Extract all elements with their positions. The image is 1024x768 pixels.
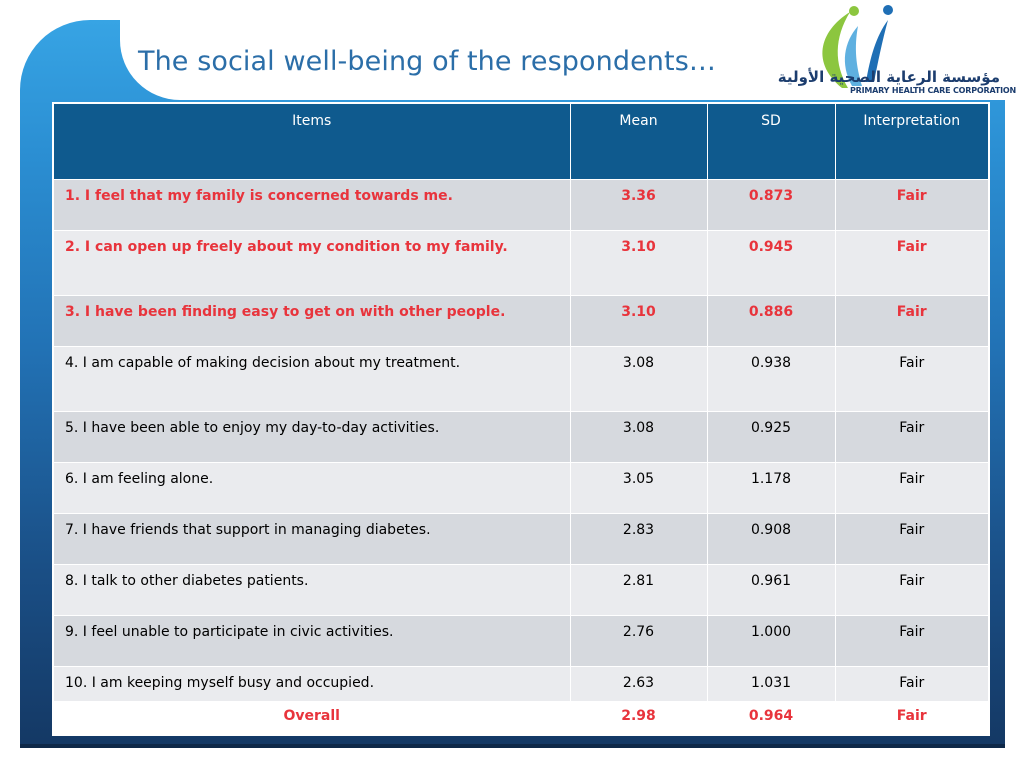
table-row: 6. I am feeling alone. 3.05 1.178 Fair (52, 462, 990, 514)
table-row: 9. I feel unable to participate in civic… (52, 615, 990, 667)
row-sd: 1.000 (706, 615, 836, 667)
row-item: 1. I feel that my family is concerned to… (52, 179, 571, 231)
row-sd: 0.938 (706, 346, 836, 412)
table-row: 2. I can open up freely about my conditi… (52, 230, 990, 296)
row-mean: 2.83 (569, 513, 708, 565)
header-interpretation: Interpretation (834, 102, 990, 180)
row-item: 2. I can open up freely about my conditi… (52, 230, 571, 296)
row-mean: 3.10 (569, 230, 708, 296)
row-sd: 0.945 (706, 230, 836, 296)
table-row: 7. I have friends that support in managi… (52, 513, 990, 565)
table-row: 1. I feel that my family is concerned to… (52, 179, 990, 231)
row-interpretation: Fair (834, 462, 990, 514)
overall-sd: 0.964 (706, 701, 836, 736)
row-item: 3. I have been finding easy to get on wi… (52, 295, 571, 347)
row-interpretation: Fair (834, 513, 990, 565)
logo-arabic-name: مؤسسة الرعاية الصحية الأولية (777, 68, 1000, 86)
row-interpretation: Fair (834, 564, 990, 616)
logo-dot-green (849, 6, 859, 16)
table-row: 4. I am capable of making decision about… (52, 346, 990, 412)
logo-english-name: PRIMARY HEALTH CARE CORPORATION (850, 86, 1016, 95)
row-interpretation: Fair (834, 411, 990, 463)
row-interpretation: Fair (834, 615, 990, 667)
row-item: 6. I am feeling alone. (52, 462, 571, 514)
row-mean: 3.08 (569, 411, 708, 463)
row-mean: 3.08 (569, 346, 708, 412)
row-item: 10. I am keeping myself busy and occupie… (52, 666, 571, 702)
row-item: 8. I talk to other diabetes patients. (52, 564, 571, 616)
row-item: 5. I have been able to enjoy my day-to-d… (52, 411, 571, 463)
logo-leaf-blue (844, 26, 862, 86)
row-item: 7. I have friends that support in managi… (52, 513, 571, 565)
title-panel (120, 20, 1005, 100)
row-sd: 0.873 (706, 179, 836, 231)
row-interpretation: Fair (834, 346, 990, 412)
header-sd: SD (706, 102, 836, 180)
table-header-row: Items Mean SD Interpretation (52, 102, 990, 180)
row-interpretation: Fair (834, 179, 990, 231)
row-sd: 0.961 (706, 564, 836, 616)
table-row: 5. I have been able to enjoy my day-to-d… (52, 411, 990, 463)
row-sd: 1.031 (706, 666, 836, 702)
table-row: 10. I am keeping myself busy and occupie… (52, 666, 990, 702)
row-interpretation: Fair (834, 295, 990, 347)
logo-dot-blue (883, 5, 893, 15)
row-interpretation: Fair (834, 230, 990, 296)
header-items: Items (52, 102, 571, 180)
overall-label: Overall (52, 701, 571, 736)
slide-title: The social well-being of the respondents… (138, 46, 716, 77)
header-mean: Mean (569, 102, 708, 180)
row-item: 9. I feel unable to participate in civic… (52, 615, 571, 667)
row-item: 4. I am capable of making decision about… (52, 346, 571, 412)
row-sd: 0.908 (706, 513, 836, 565)
row-mean: 2.63 (569, 666, 708, 702)
row-mean: 2.76 (569, 615, 708, 667)
row-mean: 3.36 (569, 179, 708, 231)
row-sd: 0.886 (706, 295, 836, 347)
overall-row: Overall 2.98 0.964 Fair (52, 701, 990, 736)
row-sd: 0.925 (706, 411, 836, 463)
social-wellbeing-table: Items Mean SD Interpretation 1. I feel t… (52, 102, 990, 736)
row-sd: 1.178 (706, 462, 836, 514)
phcc-logo (822, 5, 893, 88)
row-interpretation: Fair (834, 666, 990, 702)
row-mean: 2.81 (569, 564, 708, 616)
logo-figure-blue (866, 20, 888, 82)
overall-mean: 2.98 (569, 701, 708, 736)
table-row: 8. I talk to other diabetes patients. 2.… (52, 564, 990, 616)
table-row: 3. I have been finding easy to get on wi… (52, 295, 990, 347)
row-mean: 3.10 (569, 295, 708, 347)
row-mean: 3.05 (569, 462, 708, 514)
logo-leaf-green (822, 12, 850, 88)
overall-interpretation: Fair (834, 701, 990, 736)
